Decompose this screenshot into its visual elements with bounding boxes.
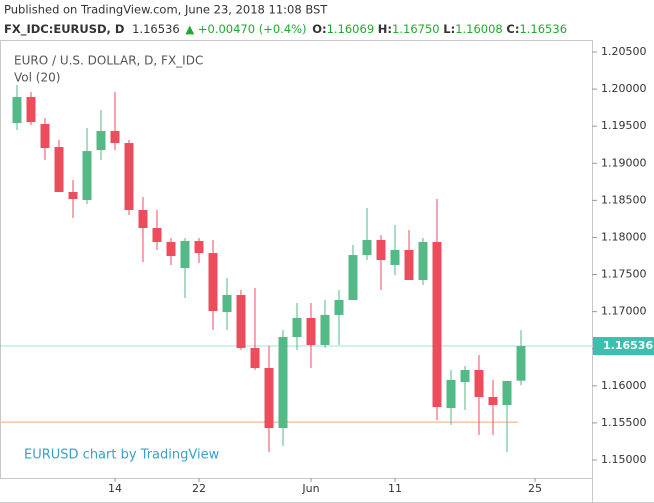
y-tick-label: 1.16000 [601, 379, 647, 392]
y-tick-label: 1.20000 [601, 82, 647, 95]
candle-body [138, 210, 148, 229]
y-tick-label: 1.20500 [601, 45, 647, 58]
published: Published on TradingView.com, June 23, 2… [4, 3, 328, 17]
candle-body [152, 228, 162, 242]
chart-title: EURO / U.S. DOLLAR, D, FX_IDC [14, 54, 203, 68]
x-tick-label: Jun [301, 482, 319, 495]
candle-body [348, 255, 358, 300]
candle-body [110, 131, 120, 144]
candle-body [292, 318, 302, 337]
y-tick-label: 1.15000 [601, 453, 647, 466]
candle-body [390, 249, 400, 265]
candle-body [418, 241, 428, 281]
c-label: C: [506, 22, 519, 36]
candle-body [334, 299, 344, 315]
x-tick-label: 22 [192, 482, 206, 495]
y-tick-label: 1.19000 [601, 156, 647, 169]
y-tick-label: 1.19500 [601, 119, 647, 132]
y-tick-label: 1.18000 [601, 230, 647, 243]
x-tick-label: 25 [528, 482, 542, 495]
candle-body [82, 151, 92, 200]
l-value: 1.16008 [455, 22, 503, 36]
y-tick-label: 1.17500 [601, 268, 647, 281]
candle-body [208, 253, 218, 312]
x-tick-label: 14 [108, 482, 122, 495]
c-value: 1.16536 [519, 22, 567, 36]
candle-body [362, 239, 372, 256]
h-label: H: [378, 22, 392, 36]
y-tick-label: 1.18500 [601, 193, 647, 206]
candle-body [26, 97, 36, 123]
candle-body [446, 380, 456, 408]
x-tick-label: 11 [388, 482, 402, 495]
candle-body [40, 124, 50, 148]
candle-body [320, 314, 330, 346]
watermark: EURUSD chart by TradingView [24, 448, 220, 463]
o-label: O: [312, 22, 326, 36]
candle-body [250, 347, 260, 368]
candle-body [404, 249, 414, 281]
candle-body [516, 346, 526, 381]
candle-body [54, 147, 64, 192]
candle-body [278, 336, 288, 429]
candle-body [166, 241, 176, 256]
arrow: ▲ [185, 22, 194, 36]
candle-body [306, 318, 316, 346]
candle-body [180, 241, 190, 269]
y-tick-label: 1.15500 [601, 416, 647, 429]
chart-subtitle: Vol (20) [14, 71, 60, 85]
candle-body [12, 97, 22, 124]
candle-body [96, 131, 106, 151]
candle-body [68, 191, 78, 200]
candle-body [194, 241, 204, 254]
symbol: FX_IDC:EURUSD, D [4, 22, 124, 37]
candle-body [432, 241, 442, 408]
change: +0.00470 (+0.4%) [198, 22, 307, 36]
o-value: 1.16069 [327, 22, 375, 36]
candle-body [474, 370, 484, 398]
last-price-label: 1.16536 [603, 339, 653, 352]
candle-body [124, 143, 134, 211]
price: 1.16536 [132, 22, 180, 36]
candle-body [236, 295, 246, 348]
l-label: L: [443, 22, 455, 36]
quote-line: FX_IDC:EURUSD, D 1.16536 ▲ +0.00470 (+0.… [4, 22, 567, 37]
candle-body [264, 367, 274, 429]
h-value: 1.16750 [392, 22, 440, 36]
y-tick-label: 1.17000 [601, 305, 647, 318]
last-price-box [593, 337, 654, 356]
candle-body [222, 295, 232, 312]
candle-body [488, 397, 498, 406]
candle-body [376, 239, 386, 261]
candle-body [460, 370, 470, 383]
candle-body [502, 380, 512, 406]
